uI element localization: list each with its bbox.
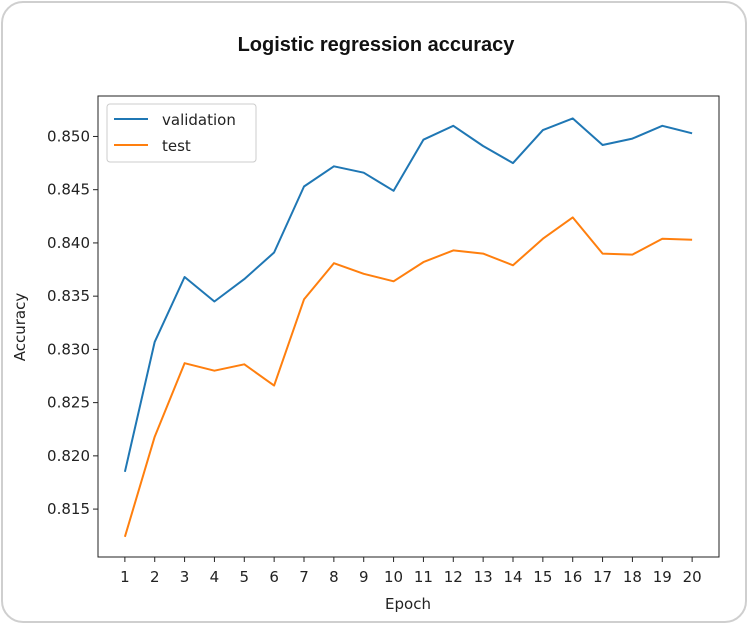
x-tick-label: 4: [210, 568, 220, 586]
x-tick-label: 10: [384, 568, 403, 586]
x-axis: 1 2 3 4 5 6 7 8 9 10 11 12 13 14 15 16 17 18 19 20: [120, 557, 702, 586]
y-tick-label: 0.825: [47, 394, 90, 412]
series-line-validation: [123, 117, 693, 473]
y-tick-label: 0.840: [47, 234, 90, 252]
y-tick-label: 0.815: [47, 500, 90, 518]
x-tick-label: 11: [414, 568, 433, 586]
x-tick-label: 9: [359, 568, 369, 586]
y-axis-label: Accuracy: [11, 293, 29, 362]
x-axis-label: Epoch: [385, 595, 431, 613]
x-tick-label: 6: [269, 568, 279, 586]
series-line-test: [123, 216, 693, 538]
x-tick-label: 1: [120, 568, 130, 586]
x-tick-label: 18: [623, 568, 642, 586]
x-tick-label: 16: [563, 568, 582, 586]
x-tick-label: 3: [180, 568, 190, 586]
x-tick-label: 14: [503, 568, 522, 586]
x-tick-label: 2: [150, 568, 160, 586]
y-axis: 0.815 0.820 0.825 0.830 0.835 0.840 0.845 0.850: [47, 127, 98, 518]
legend: validation test: [106, 103, 257, 163]
plot-frame: [97, 95, 720, 558]
plot-lines: [123, 117, 693, 538]
x-tick-label: 13: [474, 568, 493, 586]
y-tick-label: 0.850: [47, 127, 90, 145]
x-tick-label: 7: [299, 568, 309, 586]
y-tick-label: 0.845: [47, 181, 90, 199]
x-tick-label: 8: [329, 568, 339, 586]
x-tick-label: 19: [653, 568, 672, 586]
y-tick-label: 0.830: [47, 340, 90, 358]
legend-label-test: test: [162, 137, 191, 155]
x-tick-label: 20: [683, 568, 702, 586]
legend-label-validation: validation: [162, 111, 236, 129]
x-tick-label: 17: [593, 568, 612, 586]
x-tick-label: 15: [533, 568, 552, 586]
x-tick-label: 12: [444, 568, 463, 586]
chart-title: Logistic regression accuracy: [237, 34, 515, 56]
y-tick-label: 0.835: [47, 287, 90, 305]
x-tick-label: 5: [240, 568, 250, 586]
y-tick-label: 0.820: [47, 447, 90, 465]
